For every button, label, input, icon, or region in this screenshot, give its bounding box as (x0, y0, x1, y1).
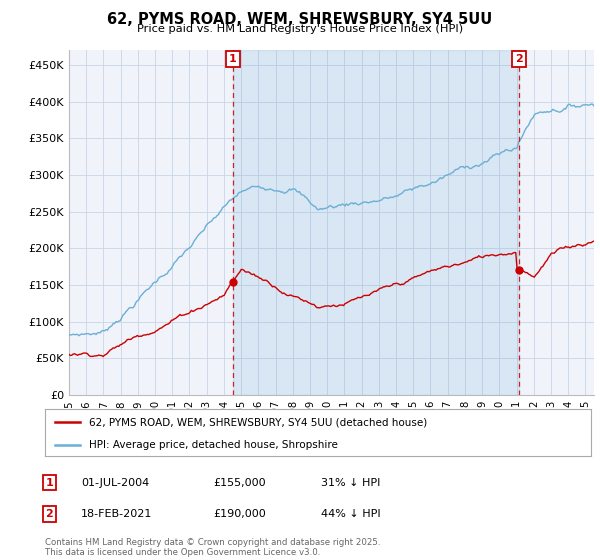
Text: 1: 1 (46, 478, 53, 488)
Text: HPI: Average price, detached house, Shropshire: HPI: Average price, detached house, Shro… (89, 440, 338, 450)
Text: Price paid vs. HM Land Registry's House Price Index (HPI): Price paid vs. HM Land Registry's House … (137, 24, 463, 34)
Text: 62, PYMS ROAD, WEM, SHREWSBURY, SY4 5UU (detached house): 62, PYMS ROAD, WEM, SHREWSBURY, SY4 5UU … (89, 417, 427, 427)
Text: 2: 2 (46, 509, 53, 519)
Text: 2: 2 (515, 54, 523, 64)
Text: Contains HM Land Registry data © Crown copyright and database right 2025.
This d: Contains HM Land Registry data © Crown c… (45, 538, 380, 557)
Text: £155,000: £155,000 (213, 478, 266, 488)
Text: 18-FEB-2021: 18-FEB-2021 (81, 509, 152, 519)
Text: 62, PYMS ROAD, WEM, SHREWSBURY, SY4 5UU: 62, PYMS ROAD, WEM, SHREWSBURY, SY4 5UU (107, 12, 493, 27)
Text: 44% ↓ HPI: 44% ↓ HPI (321, 509, 380, 519)
Text: 01-JUL-2004: 01-JUL-2004 (81, 478, 149, 488)
Text: 31% ↓ HPI: 31% ↓ HPI (321, 478, 380, 488)
Bar (233, 50, 518, 395)
Text: 1: 1 (229, 54, 236, 64)
Text: £190,000: £190,000 (213, 509, 266, 519)
